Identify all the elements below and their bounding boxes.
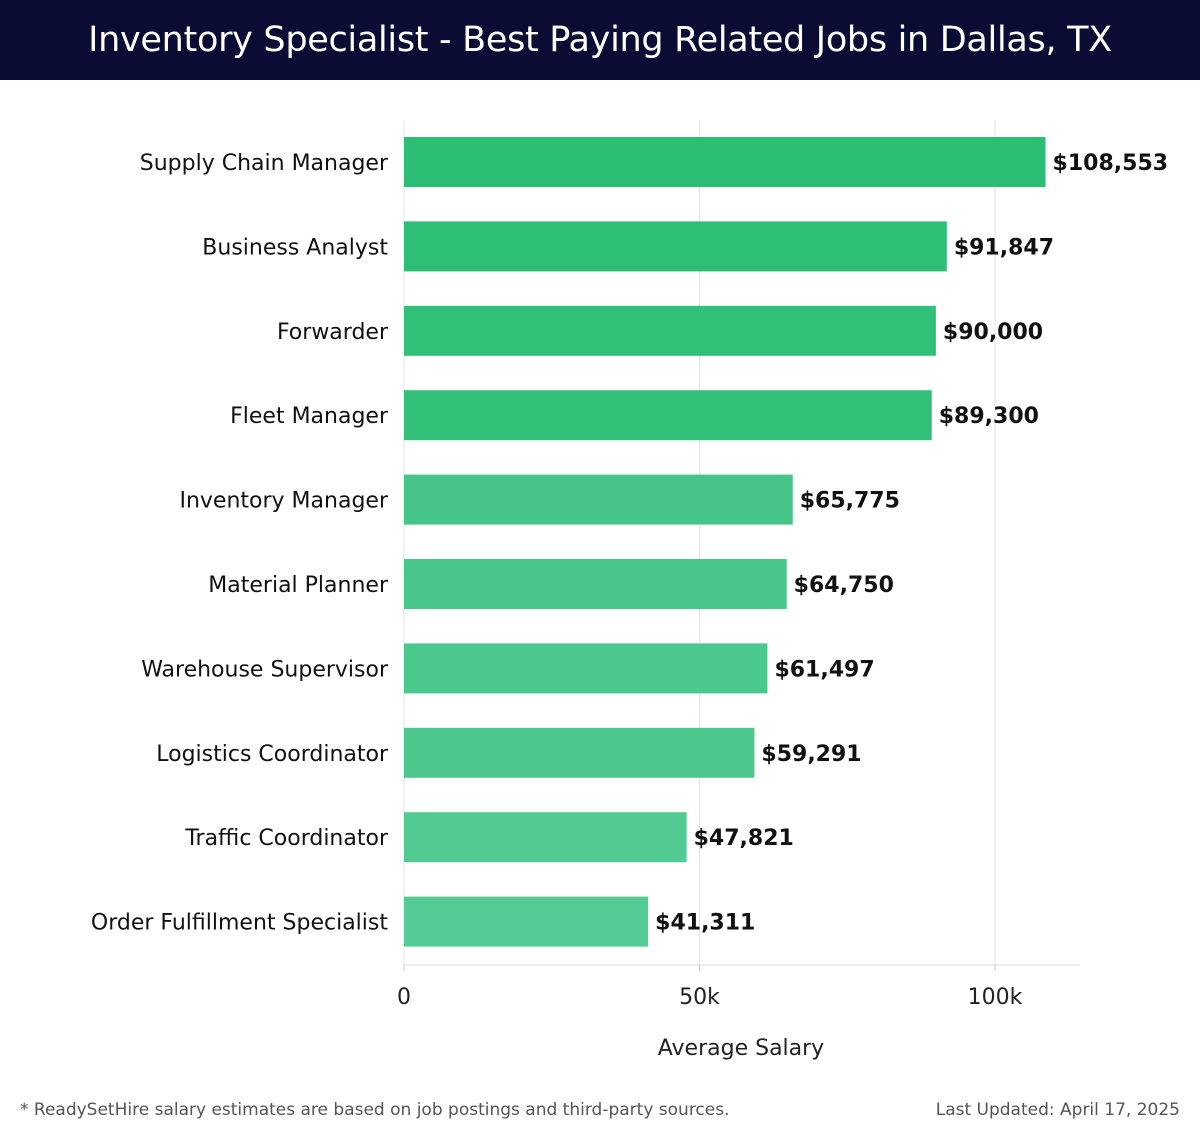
- value-label: $89,300: [939, 404, 1039, 429]
- value-label: $47,821: [694, 826, 794, 851]
- bar: [404, 812, 687, 863]
- chart-header: Inventory Specialist - Best Paying Relat…: [0, 0, 1200, 80]
- bar: [404, 643, 768, 694]
- bar: [404, 305, 936, 356]
- value-label: $90,000: [943, 320, 1043, 345]
- category-label: Traffic Coordinator: [184, 826, 389, 851]
- chart-title: Inventory Specialist - Best Paying Relat…: [88, 20, 1112, 60]
- value-label: $59,291: [761, 742, 861, 767]
- bar: [404, 137, 1046, 187]
- category-label: Order Fulfillment Specialist: [91, 911, 388, 936]
- category-label: Logistics Coordinator: [156, 742, 389, 767]
- category-label: Fleet Manager: [230, 404, 389, 429]
- category-label: Inventory Manager: [179, 489, 388, 514]
- bar: [404, 559, 787, 609]
- bar: [404, 390, 932, 441]
- footer-note: * ReadySetHire salary estimates are base…: [20, 1100, 730, 1120]
- bar: [404, 474, 793, 525]
- x-tick-label: 50k: [679, 985, 720, 1010]
- category-label: Forwarder: [277, 320, 389, 345]
- bar: [404, 727, 755, 778]
- value-label: $108,553: [1053, 151, 1169, 176]
- category-label: Supply Chain Manager: [140, 151, 389, 176]
- last-updated: Last Updated: April 17, 2025: [935, 1100, 1180, 1120]
- value-label: $91,847: [954, 235, 1054, 260]
- bar: [404, 896, 649, 947]
- x-tick-label: 100k: [968, 985, 1023, 1010]
- value-label: $61,497: [774, 657, 874, 682]
- value-label: $41,311: [655, 911, 755, 936]
- category-label: Business Analyst: [202, 235, 388, 260]
- bar-chart: 0 50k 100k Supply Chain Manager $108,553 Busi…: [91, 120, 1169, 1061]
- value-label: $64,750: [794, 573, 894, 598]
- category-label: Warehouse Supervisor: [141, 657, 389, 682]
- bar: [404, 221, 947, 272]
- x-tick-label: 0: [397, 985, 411, 1010]
- category-label: Material Planner: [208, 573, 389, 598]
- x-axis-title: Average Salary: [658, 1036, 824, 1061]
- value-label: $65,775: [800, 489, 900, 514]
